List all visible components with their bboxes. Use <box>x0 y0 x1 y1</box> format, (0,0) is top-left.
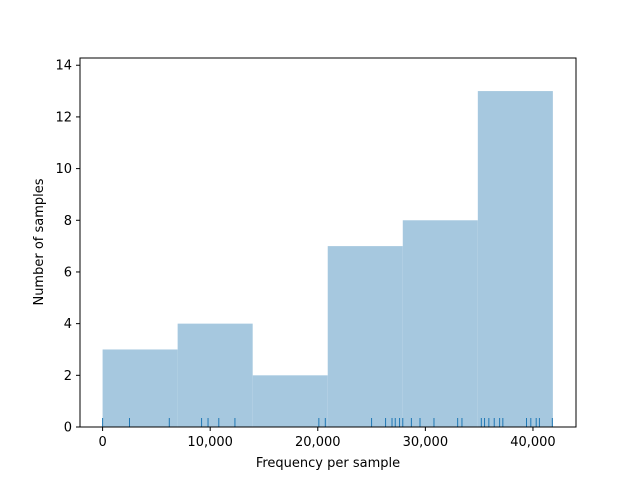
y-tick-label-2: 2 <box>64 369 72 384</box>
histogram-bar-6 <box>477 91 553 428</box>
x-tick-label-2: 10,000 <box>187 435 233 450</box>
bars-layer <box>102 91 553 428</box>
plot-frame <box>79 57 577 428</box>
histogram-bar-1 <box>102 349 178 427</box>
y-tick-label-7: 12 <box>55 110 72 125</box>
histogram-bar-4 <box>327 246 403 427</box>
x-tick-label-4: 30,000 <box>403 435 449 450</box>
x-tick-label-5: 40,000 <box>510 435 556 450</box>
rug-layer <box>102 418 553 427</box>
x-axis-ticks: 0 10,000 20,000 30,000 40,000 <box>98 427 556 450</box>
histogram-bar-2 <box>177 323 253 427</box>
histogram-bar-5 <box>402 220 478 427</box>
y-tick-label-3: 4 <box>64 317 72 332</box>
y-tick-label-6: 10 <box>55 162 72 177</box>
y-axis-ticks: 0 2 4 6 8 10 12 14 <box>55 59 80 436</box>
x-axis-label: Frequency per sample <box>256 456 400 471</box>
x-tick-label-1: 0 <box>98 435 106 450</box>
y-tick-label-5: 8 <box>64 214 72 229</box>
y-tick-label-1: 0 <box>64 421 72 436</box>
y-axis-label: Number of samples <box>32 178 47 305</box>
y-tick-label-8: 14 <box>55 59 72 74</box>
x-tick-label-3: 20,000 <box>295 435 341 450</box>
histogram-bar-3 <box>252 375 328 427</box>
y-tick-label-4: 6 <box>64 265 72 280</box>
